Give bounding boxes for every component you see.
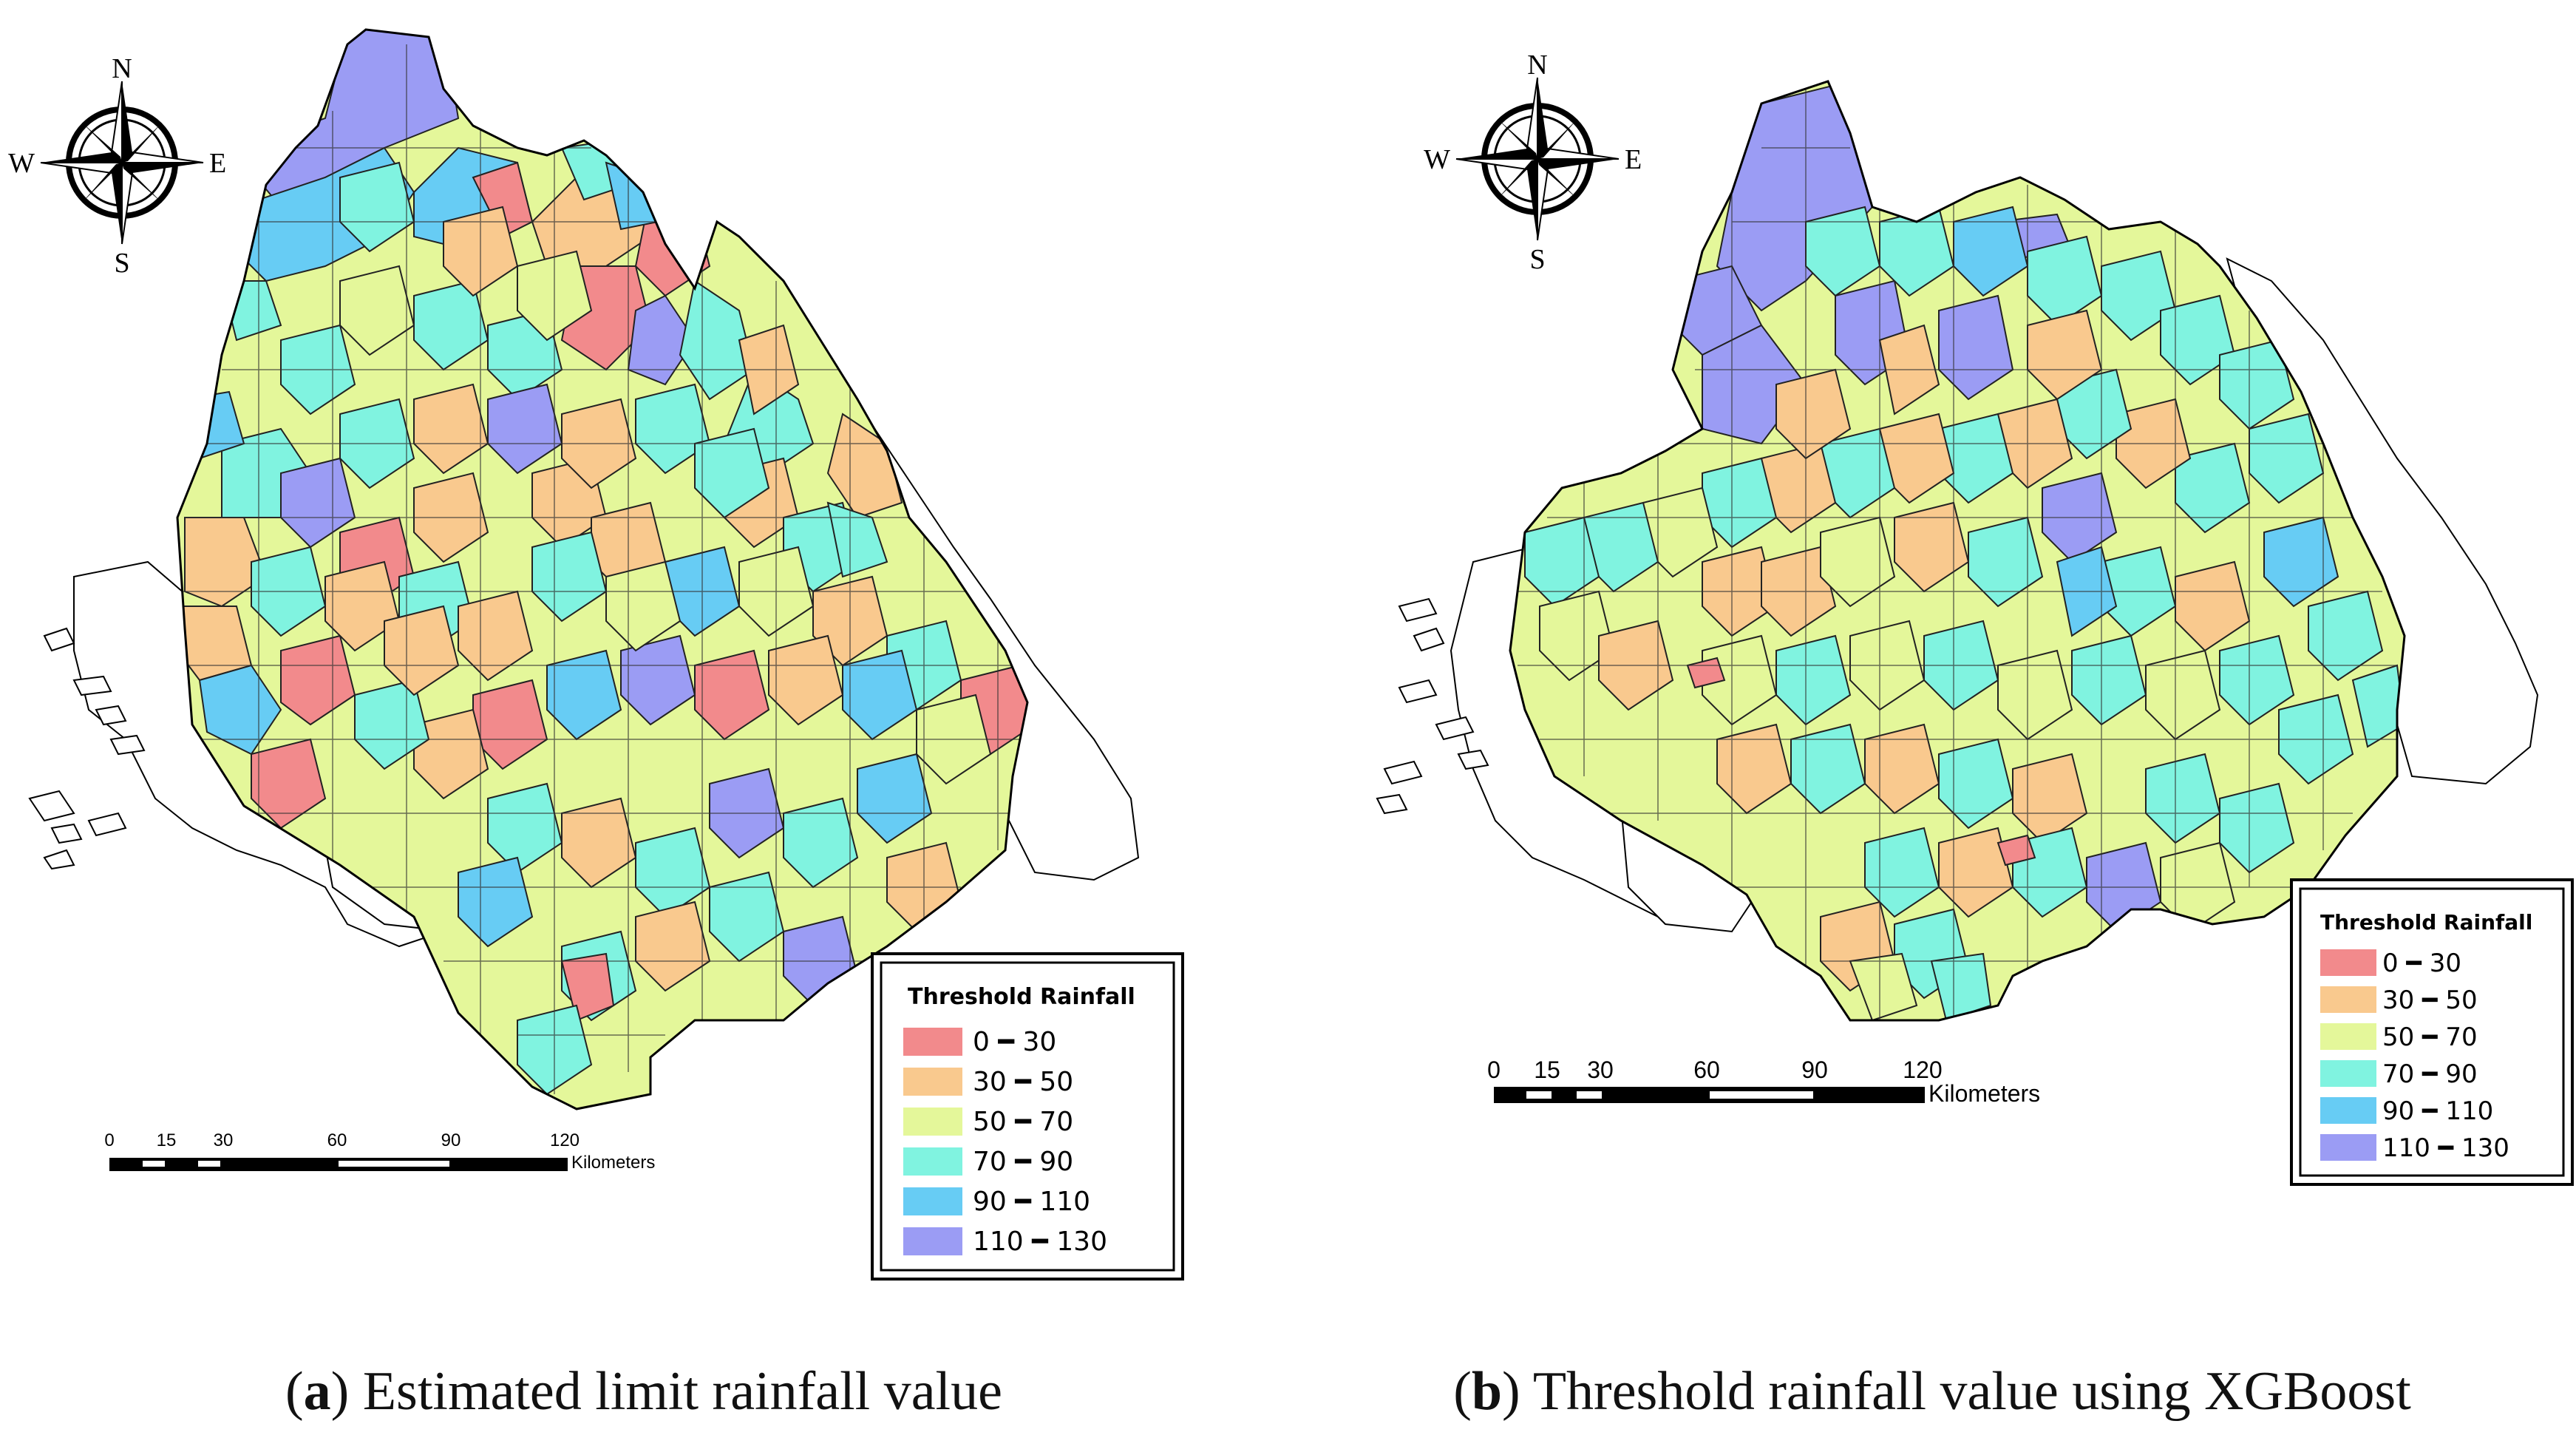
legend-swatch-70-90: [2320, 1060, 2376, 1087]
scale-tick-label: 90: [441, 1130, 461, 1150]
caption-letter: b: [1471, 1361, 1503, 1422]
legend-label: 90 ━ 110: [973, 1187, 1090, 1217]
legend-swatch-90-110: [903, 1187, 962, 1215]
legend-label: 90 ━ 110: [2382, 1096, 2493, 1126]
legend-swatch-70-90: [903, 1147, 962, 1176]
scale-bar-a: 0 15 30 60 90 120 Kilometers: [104, 1130, 655, 1173]
legend-swatch-110-130: [2320, 1134, 2376, 1161]
map-canvas-b: N S E W: [1376, 50, 2574, 1186]
legend-label: 70 ━ 90: [2382, 1059, 2478, 1089]
legend-swatch-0-30: [2320, 949, 2376, 976]
scale-unit-label: Kilometers: [1928, 1080, 2040, 1107]
panel-caption-b: (b) Threshold rainfall value using XGBoo…: [1453, 1361, 2411, 1422]
panel-caption-a: (a) Estimated limit rainfall value: [285, 1361, 1002, 1422]
legend-swatch-50-70: [903, 1108, 962, 1136]
scale-unit-label: Kilometers: [571, 1153, 655, 1173]
map-panel-a: N S E W: [8, 28, 1184, 1422]
compass-east-label: E: [1625, 144, 1642, 175]
legend-label: 0 ━ 30: [973, 1027, 1056, 1057]
scale-tick-label: 0: [104, 1130, 114, 1150]
legend-label: 110 ━ 130: [2382, 1133, 2509, 1163]
legend-a: Threshold Rainfall 0 ━ 30 30 ━ 50 50 ━ 7…: [871, 952, 1184, 1281]
legend-label: 30 ━ 50: [973, 1067, 1073, 1097]
compass-north-label: N: [1527, 50, 1547, 81]
caption-text: Threshold rainfall value using XGBoost: [1532, 1361, 2411, 1422]
scale-tick-label: 30: [1587, 1057, 1614, 1083]
legend-swatch-0-30: [903, 1028, 962, 1056]
map-canvas-a: N S E W: [8, 28, 1184, 1281]
compass-north-label: N: [112, 53, 132, 84]
compass-west-label: W: [1424, 144, 1450, 175]
scale-tick-label: 30: [214, 1130, 234, 1150]
legend-title: Threshold Rainfall: [908, 984, 1135, 1010]
scale-tick-label: 15: [157, 1130, 177, 1150]
subbasins-a: [177, 30, 1027, 1109]
legend-label: 50 ━ 70: [973, 1107, 1073, 1137]
scale-tick-label: 0: [1487, 1057, 1501, 1083]
scale-tick-label: 90: [1801, 1057, 1828, 1083]
scale-bar-b: 0 15 30 60 90 120 Kilometers: [1487, 1057, 2040, 1107]
caption-text: Estimated limit rainfall value: [362, 1361, 1002, 1422]
legend-label: 0 ━ 30: [2382, 949, 2461, 978]
scale-tick-label: 60: [1693, 1057, 1720, 1083]
map-panel-b: N S E W: [1288, 0, 2576, 1438]
legend-label: 50 ━ 70: [2382, 1022, 2478, 1052]
legend-label: 30 ━ 50: [2382, 986, 2478, 1015]
legend-swatch-110-130: [903, 1227, 962, 1255]
subbasin-boundaries-b: [1518, 89, 2397, 1020]
legend-swatch-30-50: [2320, 986, 2376, 1013]
study-area-outline-a: [176, 28, 1029, 1110]
study-area-outline-b: [1509, 80, 2406, 1022]
compass-rose-icon: N S E W: [8, 53, 226, 279]
scale-tick-label: 120: [1903, 1057, 1942, 1083]
compass-east-label: E: [209, 148, 226, 179]
compass-south-label: S: [114, 248, 129, 279]
scale-tick-label: 15: [1534, 1057, 1560, 1083]
legend-title: Threshold Rainfall: [2320, 910, 2532, 935]
legend-label: 110 ━ 130: [973, 1227, 1107, 1257]
caption-letter: a: [303, 1361, 331, 1422]
scale-tick-label: 60: [327, 1130, 347, 1150]
subbasin-boundaries-a: [177, 44, 1027, 1094]
legend-swatch-50-70: [2320, 1023, 2376, 1050]
compass-west-label: W: [8, 148, 35, 179]
compass-rose-icon: N S E W: [1424, 50, 1642, 275]
legend-swatch-90-110: [2320, 1097, 2376, 1124]
compass-south-label: S: [1529, 244, 1545, 275]
legend-swatch-30-50: [903, 1068, 962, 1096]
scale-tick-label: 120: [550, 1130, 580, 1150]
legend-b: Threshold Rainfall 0 ━ 30 30 ━ 50 50 ━ 7…: [2290, 878, 2574, 1186]
legend-label: 70 ━ 90: [973, 1147, 1073, 1177]
